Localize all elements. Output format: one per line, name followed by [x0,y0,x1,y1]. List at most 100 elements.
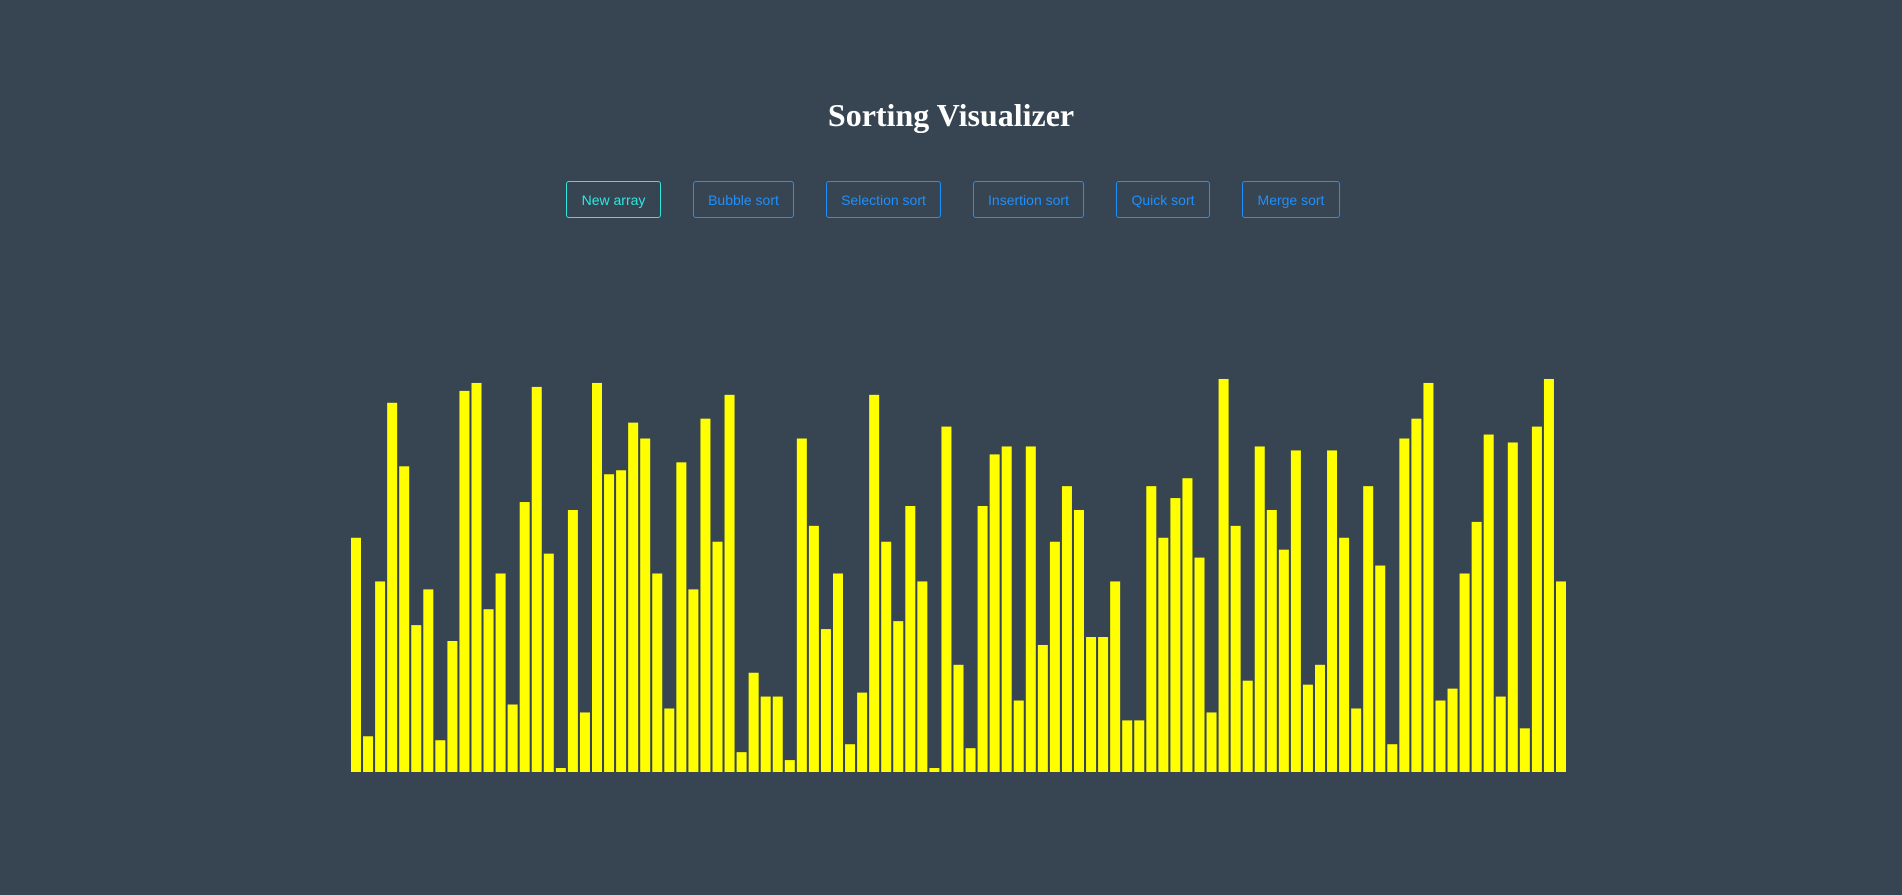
array-bar [423,589,434,772]
array-bar [592,382,602,772]
array-bar [1242,680,1253,772]
array-bar [1001,446,1012,772]
array-bar [616,470,627,772]
array-bar [1013,700,1024,772]
array-bar [1411,418,1422,772]
array-bar [1495,696,1506,772]
array-bar [808,525,819,772]
array-bar [1134,720,1145,772]
array-bar [1266,509,1277,772]
array-bar [1327,450,1338,772]
array-bar [351,537,361,772]
array-bar [1146,486,1157,772]
array-bar [748,672,759,772]
array-bar [1519,728,1530,772]
array-bar [736,752,747,772]
array-bar [519,502,530,772]
array-bar [1037,644,1048,772]
array-bar [1194,557,1205,772]
array-bar [1556,581,1566,772]
array-bar [1086,637,1097,772]
array-bar [435,740,446,772]
array-bar [724,394,735,772]
array-bar [1339,537,1350,772]
array-bar [1158,537,1169,772]
array-bar [917,581,928,772]
quick-sort-button[interactable]: Quick sort [1116,181,1210,218]
array-bar [1315,664,1325,772]
array-bar [483,609,494,772]
array-bar [411,625,422,772]
array-bar [495,573,506,772]
array-bar [893,621,904,772]
array-bar [1363,486,1374,772]
array-bar [1290,450,1301,772]
array-bar [459,390,470,772]
array-bar [1375,565,1386,772]
array-bar [772,696,783,772]
array-bar [664,708,675,772]
array-bar [1098,637,1109,772]
array-bar [1399,438,1410,772]
array-bar [1447,688,1458,772]
array-bar [579,712,590,772]
selection-sort-button[interactable]: Selection sort [826,181,941,218]
array-bar [471,382,482,772]
array-bar [1423,382,1434,772]
array-bar [555,768,566,772]
array-bar [1483,434,1494,772]
array-bar [881,541,892,772]
array-bar [796,438,807,772]
insertion-sort-button[interactable]: Insertion sort [973,181,1084,218]
array-bar [1254,446,1265,772]
array-bar [1531,426,1542,772]
array-bar [1459,573,1470,772]
array-bar [447,640,458,772]
array-bar [760,696,771,772]
array-bar [857,692,868,772]
array-bar [640,438,651,772]
array-bar [652,573,663,772]
array-bar [1387,744,1398,772]
array-bar [1218,378,1229,772]
array-bar [700,418,711,772]
array-bar [1074,509,1084,772]
array-bar [845,744,856,772]
array-bar [543,553,554,772]
array-bar [833,573,843,772]
page-title: Sorting Visualizer [827,97,1075,133]
bubble-sort-button[interactable]: Bubble sort [693,181,794,218]
array-bar [375,581,386,772]
array-bar [965,748,976,772]
array-bar [905,506,916,772]
array-bar [676,462,687,772]
array-bar [820,629,831,772]
array-bar [989,454,1000,772]
array-bar [1230,525,1241,772]
array-bar [1507,442,1518,772]
array-bar [941,426,952,772]
array-bar [531,386,542,772]
new-array-button[interactable]: New array [566,181,661,218]
array-bar [688,589,699,772]
array-bar [1471,521,1482,772]
array-bar [1435,700,1446,772]
array-bar [363,736,374,772]
array-bar [929,768,940,772]
array-bar [1049,541,1060,772]
array-bar [953,664,964,772]
array-bar [1543,378,1554,772]
array-bar [604,474,615,772]
array-bar [628,422,639,772]
merge-sort-button[interactable]: Merge sort [1242,181,1340,218]
array-bar [784,760,795,772]
array-bar [507,704,518,772]
array-bar [1122,720,1133,772]
array-bar [712,541,723,772]
array-bar [387,402,398,772]
array-bar [567,509,578,772]
array-bar [1025,446,1036,772]
array-bar [1182,478,1193,772]
array-bar [977,506,988,772]
